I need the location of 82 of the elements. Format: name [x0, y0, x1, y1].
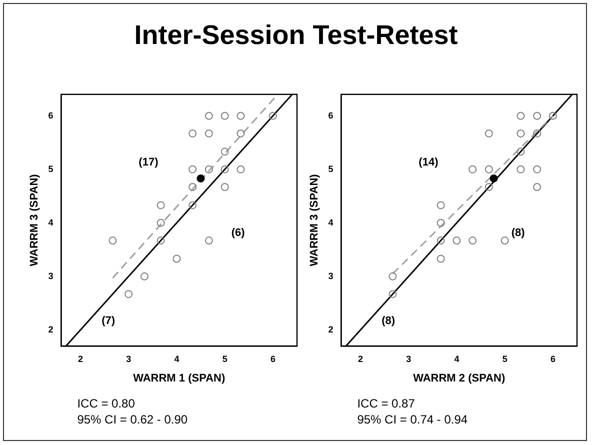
x-tick-label: 6	[550, 354, 556, 364]
point	[516, 112, 525, 120]
point	[490, 174, 498, 182]
point	[156, 236, 165, 245]
point	[468, 236, 477, 245]
point	[533, 183, 542, 192]
point	[188, 129, 197, 138]
point	[188, 165, 197, 174]
point	[484, 129, 493, 138]
y-tick-label: 4	[48, 217, 54, 228]
point	[436, 236, 445, 245]
point	[204, 112, 213, 120]
y-tick-label: 2	[328, 324, 334, 334]
point	[196, 174, 205, 182]
point	[156, 218, 165, 227]
y-tick-label: 2	[48, 324, 54, 334]
y-tick-label: 5	[328, 164, 334, 174]
y-tick-label: 5	[48, 164, 54, 174]
y-axis-title: WARRM 3 (SPAN)	[28, 174, 41, 266]
x-axis-title: WARRM 1 (SPAN)	[133, 372, 226, 384]
chart-title: Inter-Session Test-Retest	[133, 20, 459, 51]
point	[533, 112, 542, 120]
point	[172, 254, 181, 263]
point	[516, 165, 525, 174]
point	[204, 129, 213, 138]
text: ICC = 0.80	[77, 396, 136, 410]
annotation: (8)	[382, 314, 396, 327]
point	[452, 236, 461, 245]
x-axis-title: WARRM 2 (SPAN)	[413, 372, 506, 384]
point	[533, 129, 542, 138]
x-tick-label: 4	[174, 354, 180, 364]
point	[516, 148, 525, 156]
annotation: (6)	[231, 226, 246, 239]
point	[188, 183, 197, 192]
point	[156, 201, 165, 210]
point	[236, 165, 245, 174]
text: 95% CI = 0.62 - 0.90	[77, 412, 188, 426]
point	[188, 201, 197, 210]
text: ICC = 0.87	[357, 396, 416, 410]
point	[436, 218, 445, 227]
x-tick-label: 5	[222, 354, 228, 364]
x-tick-label: 6	[270, 354, 276, 364]
y-tick-label: 6	[48, 110, 54, 120]
point	[220, 165, 229, 174]
x-tick-label: 5	[502, 354, 508, 364]
y-axis-title: WARRM 3 (SPAN)	[308, 174, 321, 266]
point	[220, 148, 229, 156]
annotation: (8)	[511, 226, 526, 239]
x-tick-label: 2	[358, 354, 363, 364]
point	[388, 290, 397, 298]
text: 95% CI = 0.74 - 0.94	[357, 412, 468, 426]
point	[468, 165, 477, 174]
point	[268, 112, 277, 120]
point	[436, 254, 445, 263]
point	[220, 183, 229, 192]
x-tick-label: 3	[406, 354, 412, 364]
y-tick-label: 4	[328, 217, 334, 228]
annotation: (14)	[418, 156, 439, 168]
y-tick-label: 3	[328, 270, 334, 281]
y-tick-label: 6	[328, 110, 334, 120]
point	[533, 165, 542, 174]
point	[516, 129, 525, 138]
point	[484, 165, 493, 174]
point	[140, 272, 148, 280]
point	[220, 112, 229, 120]
point	[500, 236, 509, 245]
point	[204, 165, 213, 174]
point	[124, 290, 133, 298]
point	[388, 272, 397, 280]
annotation: (17)	[138, 156, 159, 168]
point	[548, 112, 557, 120]
y-tick-label: 3	[48, 270, 54, 281]
point	[236, 112, 245, 120]
point	[436, 201, 445, 210]
point	[108, 236, 117, 245]
point	[236, 129, 245, 138]
x-tick-label: 3	[126, 354, 132, 364]
point	[484, 183, 493, 192]
x-tick-label: 2	[78, 354, 83, 364]
point	[204, 236, 213, 245]
x-tick-label: 4	[454, 354, 460, 364]
annotation: (7)	[102, 314, 116, 327]
